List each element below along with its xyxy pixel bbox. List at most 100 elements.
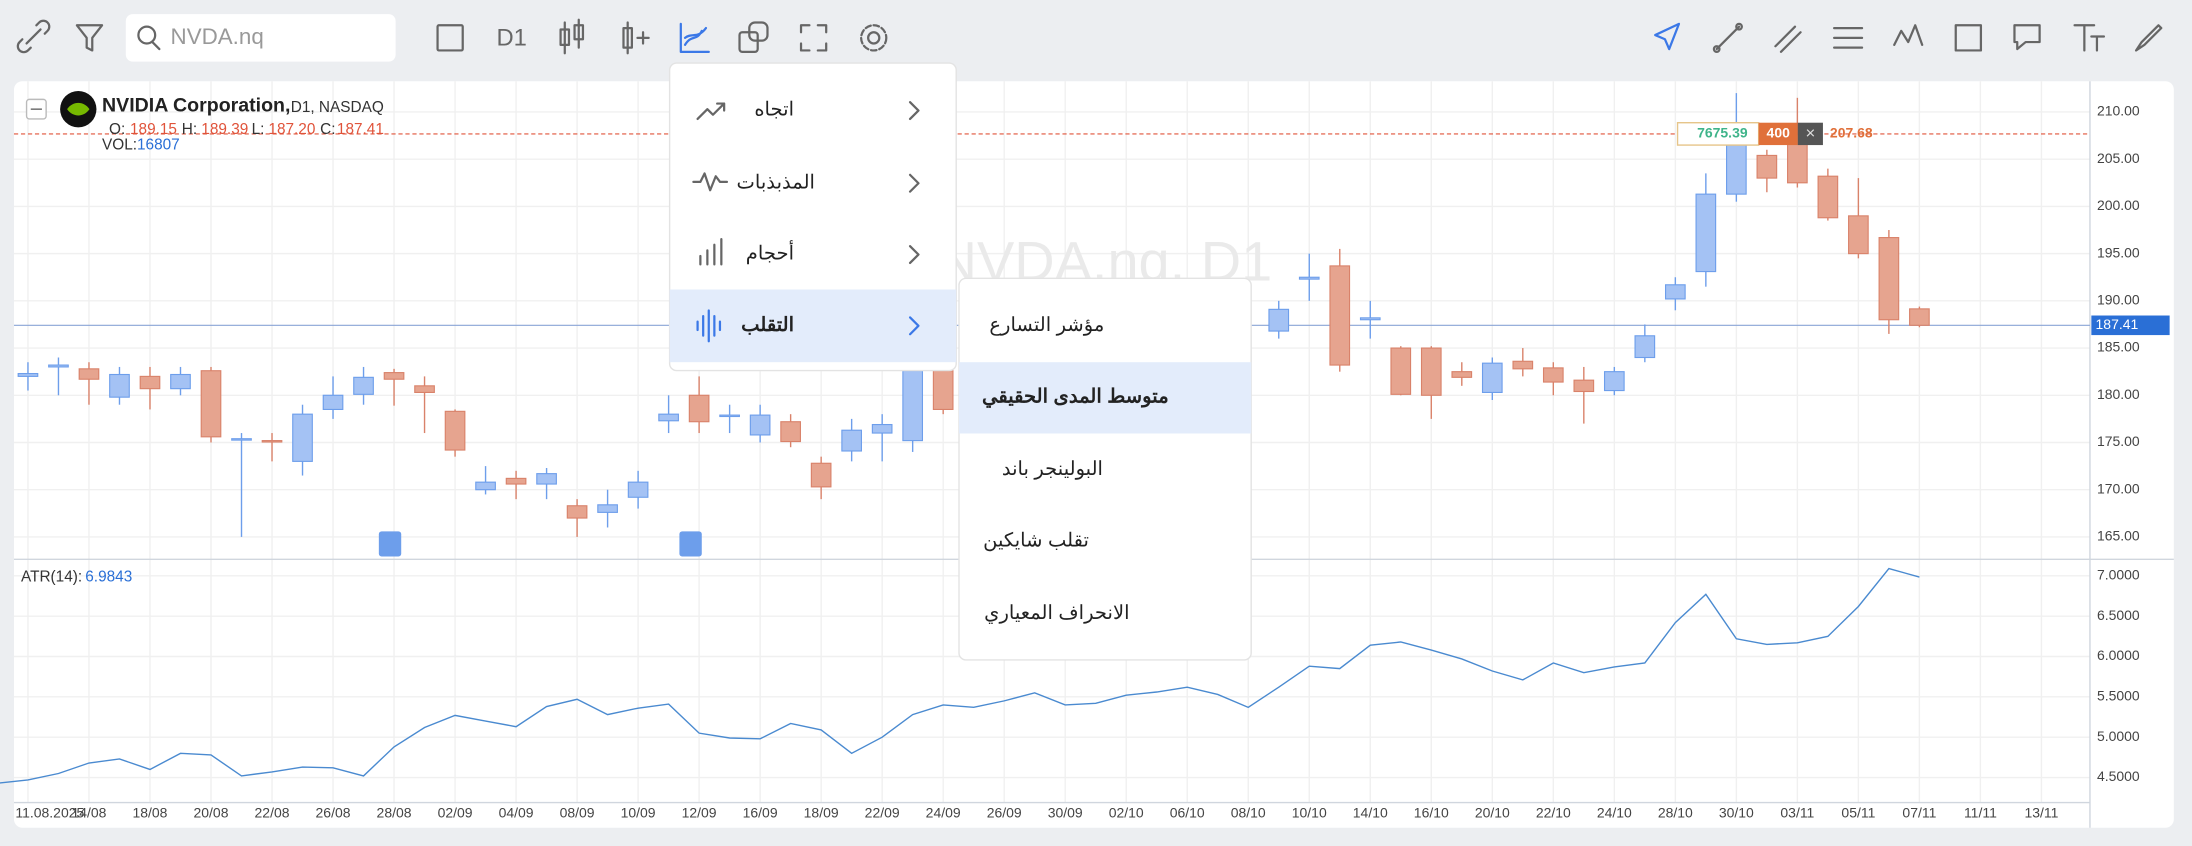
candle-body [1603,371,1625,392]
order-close-box[interactable] [1797,122,1823,146]
date-label: 22/09 [865,804,900,820]
submenu-item[interactable]: الانحراف المعياري [984,602,1129,624]
fullscreen-icon[interactable] [799,24,828,52]
candle-body [1664,284,1686,300]
price-tick-label: 170.00 [2097,480,2140,496]
candle-body [1878,237,1900,321]
submenu-item[interactable]: مؤشر التسارع [989,314,1104,336]
candle-body [17,372,39,377]
order-pnl: 7675.39 [1697,125,1748,141]
menu-item[interactable]: المذبذبات [736,171,815,193]
fib-tool[interactable] [1833,26,1864,49]
price-tick-label: 185.00 [2097,339,2140,355]
menu-item[interactable]: اتجاه [754,99,794,121]
comment-tool[interactable] [2013,24,2041,51]
date-label: 05/11 [1841,804,1875,820]
submenu-item[interactable]: البولينجر باند [1002,458,1103,480]
date-label: 02/09 [438,804,473,820]
toolbar: NVDA.nq D1 [16,14,2163,62]
order-qty: 400 [1767,125,1791,141]
logo-mark [67,102,90,116]
date-label: 10/09 [621,804,656,820]
atr-tick-label: 6.5000 [2097,607,2140,623]
date-label: 06/10 [1170,804,1205,820]
atr-tick-label: 6.0000 [2097,647,2140,663]
submenu-highlight [959,362,1252,434]
l-value: 187.20 [268,121,315,138]
date-label: 14/08 [71,804,106,820]
text-tool[interactable] [2073,24,2106,52]
candle-body [1756,154,1778,179]
pattern-tool[interactable] [1893,24,1924,46]
add-indicator-icon[interactable] [622,21,650,55]
candle-body [414,385,435,394]
candle-body [292,413,313,462]
rect-tool[interactable] [1954,24,1983,52]
price-tick-label: 195.00 [2097,244,2140,260]
menu-item[interactable]: أحجام [746,239,794,265]
candle-body [1542,367,1564,383]
atr-label: ATR(14): [21,569,82,586]
price-tick-label: 190.00 [2097,292,2140,308]
brush-tool[interactable] [2134,24,2163,52]
candle-body [536,473,557,485]
candle-body [200,370,222,438]
channel-tool[interactable] [1774,25,1802,53]
link-icon[interactable] [16,19,51,54]
candle-body [658,413,679,422]
candle-body [1329,265,1351,366]
volatility-icon [696,309,722,343]
candle-body [444,410,466,451]
date-label: 20/08 [194,804,229,820]
candle-body [1634,335,1656,359]
c-label: C: [320,121,335,138]
candle-body [932,370,954,410]
settings-icon[interactable] [860,24,888,52]
candle-body [353,376,374,395]
date-label: 13/11 [2024,804,2058,820]
date-label: 22/10 [1536,804,1571,820]
cursor-icon[interactable] [1654,22,1681,51]
candle-body [1359,317,1381,321]
price-tick-label: 180.00 [2097,386,2140,402]
candle-body [505,477,527,485]
timeframe-button[interactable]: D1 [496,25,526,52]
indicators-icon[interactable] [679,22,710,53]
event-flag[interactable] [378,531,402,557]
candle-body [719,414,740,418]
date-label: 18/08 [133,804,168,820]
candles-icon[interactable] [559,18,585,55]
indicator-menu: اتجاه المذبذبات أحجام التقلب مؤشر التسار… [668,62,1252,661]
candle-body [1298,276,1320,280]
submenu-item[interactable]: متوسط المدى الحقيقي [982,385,1169,408]
candle-body [627,481,649,498]
atr-tick-label: 4.5000 [2097,768,2140,784]
date-label: 16/09 [743,804,778,820]
date-label: 26/09 [987,804,1022,820]
candle-body [231,438,252,441]
candle-body [1268,308,1290,332]
candle-body [475,481,496,491]
chart-type-icon[interactable] [436,24,464,52]
order-tag: 7675.39 400 × 207.68 [1676,122,1873,146]
event-flag[interactable] [679,531,702,557]
candle-body [170,373,191,390]
candle-body [566,505,588,519]
shapes-icon[interactable] [738,21,769,53]
date-label: 20/10 [1475,804,1510,820]
line-tool[interactable] [1712,22,1743,53]
trend-icon [696,102,726,121]
search-box[interactable] [125,14,396,62]
price-tick-label: 205.00 [2097,150,2140,166]
menu-item[interactable]: التقلب [741,314,794,336]
vol-value: 16807 [137,137,180,154]
chevrons [908,101,920,336]
candle-body [1817,175,1839,219]
filter-icon[interactable] [75,24,104,52]
price-tick-label: 165.00 [2097,528,2140,544]
atr-tick-label: 7.0000 [2097,567,2140,583]
submenu-item[interactable]: تقلب شايكين [983,529,1089,551]
price-tick-label: 175.00 [2097,433,2140,449]
h-label: H: [182,121,197,138]
candle-body [1695,193,1717,273]
